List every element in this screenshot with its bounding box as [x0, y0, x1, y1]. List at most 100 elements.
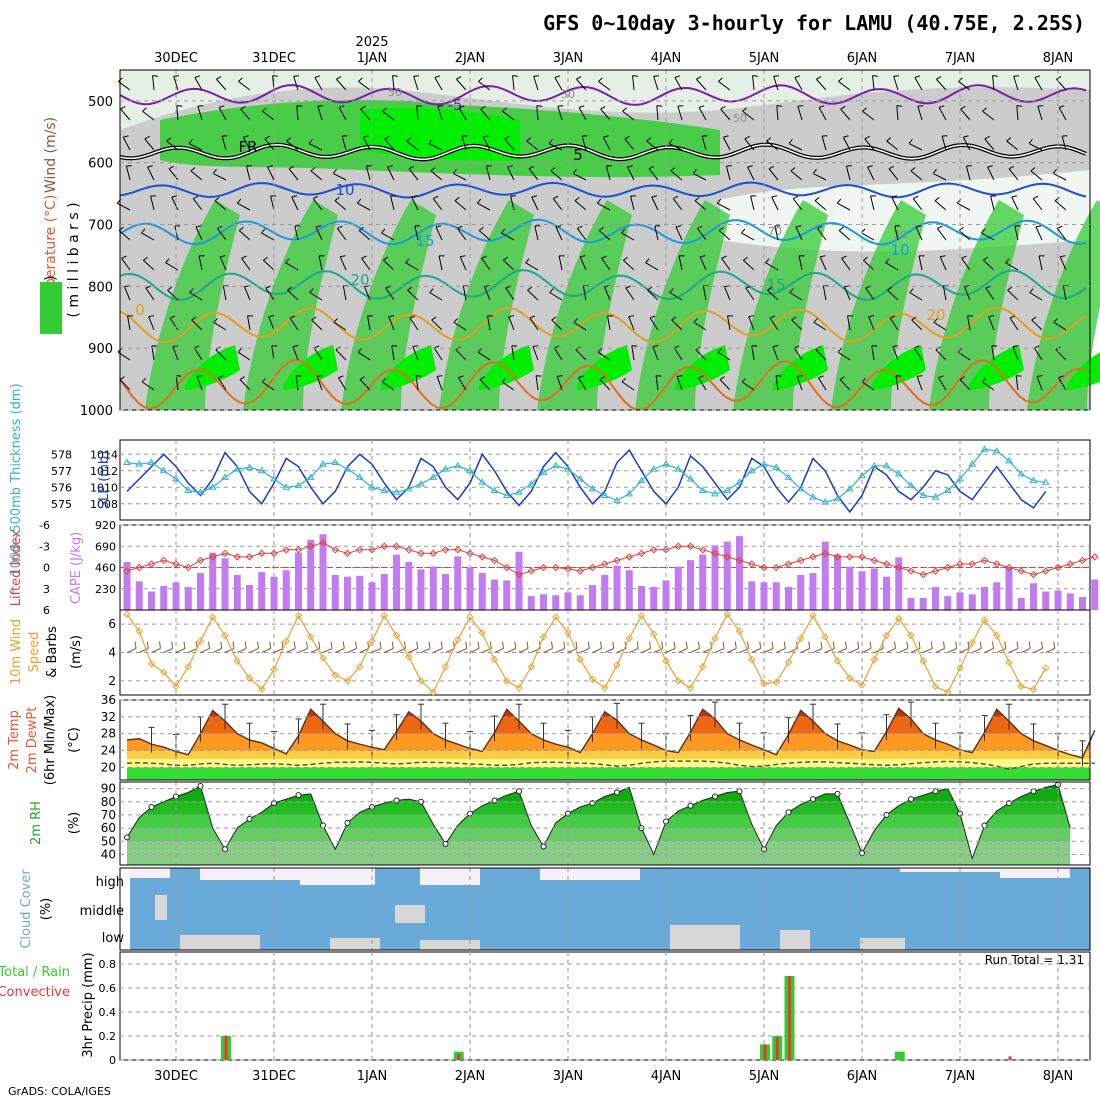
wind-barb-staff [1007, 289, 1019, 301]
wind-barb-10m [665, 648, 676, 653]
lifted-index-marker [282, 546, 290, 554]
temp-band [127, 767, 1090, 780]
wind-barb-staff [576, 228, 587, 241]
wind-barb-staff [1031, 319, 1043, 331]
wind-speed-marker [245, 674, 254, 682]
wind-speed-marker [429, 688, 437, 696]
lifted-index-marker [882, 560, 891, 568]
wind-speed-marker [588, 675, 597, 684]
lifted-index-marker [846, 553, 854, 561]
wind-barb-staff [216, 228, 227, 241]
wind-barb-staff [338, 107, 347, 121]
bottom-date-label: 8JAN [1043, 1069, 1074, 1084]
wind-barb-flag [674, 75, 681, 78]
wind-barb-staff [1037, 106, 1043, 121]
wind-barb-staff [433, 347, 443, 361]
wind-barb [960, 106, 971, 121]
cape-bar [319, 534, 327, 610]
wind-barb-staff [1061, 135, 1067, 151]
wind-barb [768, 165, 779, 181]
wind-barb-staff [147, 166, 155, 181]
high-cloud-gap [200, 868, 300, 880]
wind-barb-flag [382, 107, 387, 112]
thickness-marker [135, 460, 144, 467]
wind-barb-staff [788, 143, 803, 151]
wind-barb [357, 347, 371, 361]
wind-barb [461, 135, 468, 151]
wind-barb-flag [195, 225, 202, 228]
wind-barb-staff [598, 230, 611, 241]
wind-barb-staff [816, 228, 827, 241]
wind-barb [173, 75, 180, 91]
cape-bar [846, 566, 854, 610]
wind-barb [887, 286, 899, 301]
wind-barb-flag [917, 375, 923, 377]
wind-barb [167, 286, 179, 301]
wind-barb-flag [861, 377, 867, 383]
wind-barb-staff [765, 262, 779, 271]
precip-convective-bar [224, 1036, 228, 1060]
wind-barb-staff [384, 138, 395, 151]
wind-barb-flag [406, 137, 412, 142]
wind-barb-10m-feather [183, 641, 186, 649]
wind-barb-staff [288, 168, 299, 181]
wind-barb-staff [917, 106, 923, 121]
wind-barb-staff [862, 259, 875, 271]
wind-barb-flag [917, 105, 924, 107]
wind-barb-flag [751, 345, 758, 347]
wind-barb-flag [1012, 345, 1019, 348]
wind-barb [312, 195, 323, 211]
wind-barb-flag [910, 167, 916, 172]
thickness-marker [968, 460, 977, 467]
wind-speed-marker [662, 657, 670, 665]
wind-barb [598, 77, 611, 91]
wind-barb-flag [384, 135, 390, 140]
wind-barb-staff [840, 108, 851, 121]
wind-barb-10m-feather [477, 641, 480, 649]
wind-barb-flag [528, 165, 535, 170]
wind-barb [245, 165, 252, 181]
temperature-tick-label: 36 [101, 693, 116, 707]
precip-convective-bar [1008, 1056, 1012, 1060]
wind-speed-marker [601, 684, 609, 692]
wind-barb-flag [677, 105, 684, 107]
wind-barb-staff [674, 77, 683, 91]
wind-barb [819, 255, 827, 271]
temp-band [127, 758, 1090, 768]
lifted-index-marker [233, 553, 241, 561]
wind-barb-staff [958, 81, 971, 91]
wind-barb-staff [915, 226, 923, 241]
wind-barb-flag [392, 75, 398, 77]
wind-barb [868, 315, 875, 331]
wind-barb-staff [747, 166, 755, 181]
wind-barb-flag [337, 225, 343, 229]
cloud-level-label: high [96, 875, 124, 890]
wind-barb [1035, 225, 1043, 241]
wind-barb-staff [645, 262, 659, 271]
wind-barb-staff [554, 77, 563, 91]
wind-barb [647, 286, 659, 301]
wind-barb-flag [668, 139, 673, 144]
wind-barb-staff [339, 256, 347, 271]
cape-bar [1054, 590, 1062, 610]
wind-barb-flag [1008, 165, 1015, 170]
wind-barb-flag [293, 75, 300, 77]
wind-speed-marker [576, 655, 584, 664]
wind-barb-staff [582, 285, 587, 301]
wind-barb-staff [452, 172, 467, 181]
cape-bar [932, 586, 939, 610]
precip-tick-label: 0.2 [99, 1030, 117, 1043]
wind-barb [718, 226, 731, 241]
wind-barb-staff [789, 292, 803, 301]
wind-barb-staff [507, 166, 515, 181]
low-cloud-gap [670, 925, 740, 950]
wind-barb-staff [819, 256, 827, 271]
wind-barb-flag [1039, 255, 1045, 257]
wind-barb [341, 135, 348, 151]
wind-barb [581, 135, 588, 151]
cape-bar [429, 566, 437, 610]
wind-barb [601, 255, 611, 271]
wind-barb [625, 285, 635, 301]
wind-barb [243, 285, 251, 301]
wind-barb [310, 167, 323, 181]
